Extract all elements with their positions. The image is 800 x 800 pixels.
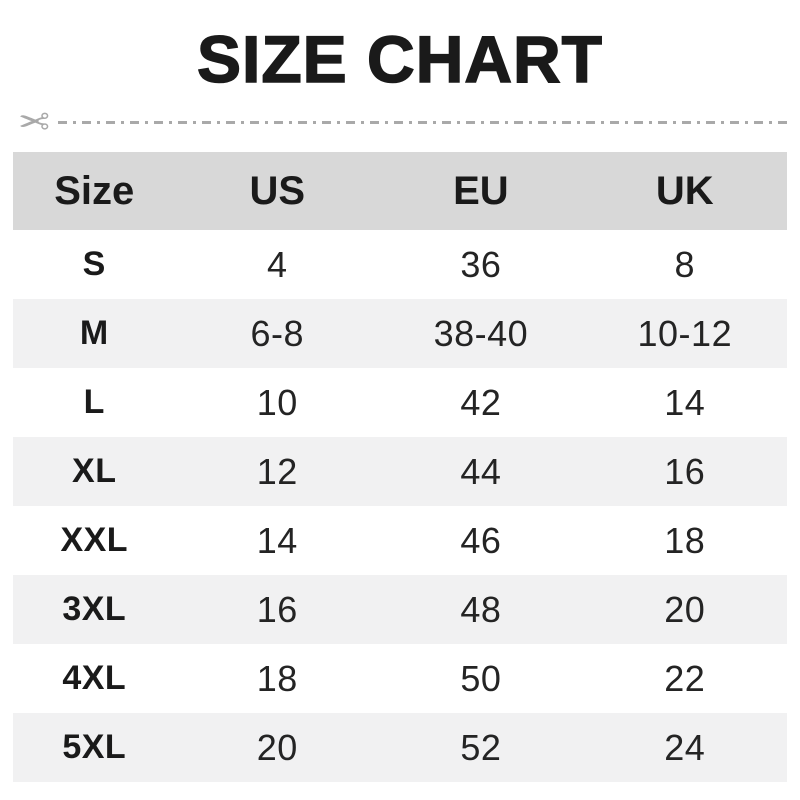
size-cell: XXL [60, 521, 129, 559]
eu-cell: 50 [460, 657, 502, 699]
col-header-size: Size [13, 152, 176, 230]
table-row: XXL 14 46 18 [13, 506, 787, 575]
uk-cell: 8 [674, 243, 696, 285]
uk-cell: 10-12 [582, 299, 787, 368]
table-header: Size US EU UK [13, 152, 787, 230]
eu-cell: 44 [379, 437, 583, 506]
eu-cell: 52 [379, 713, 583, 782]
table-row: L 10 42 14 [13, 368, 787, 437]
size-cell: S [82, 245, 106, 283]
size-cell: 4XL [62, 659, 127, 697]
us-cell: 16 [175, 575, 380, 644]
size-chart-table: Size US EU UK S 4 36 8 M 6-8 38-40 10-12… [13, 152, 787, 782]
eu-cell: 46 [460, 519, 502, 561]
size-cell: M [13, 299, 176, 368]
us-cell: 4 [267, 243, 288, 285]
uk-cell: 18 [664, 519, 706, 561]
eu-cell: 38-40 [379, 299, 583, 368]
header-row: Size US EU UK [13, 152, 787, 230]
size-cell: XL [13, 437, 176, 506]
col-header-eu: EU [379, 152, 583, 230]
size-cell: 5XL [13, 713, 176, 782]
us-cell: 6-8 [175, 299, 380, 368]
table-row: 4XL 18 50 22 [13, 644, 787, 713]
uk-cell: 24 [582, 713, 787, 782]
us-cell: 14 [256, 519, 298, 561]
us-cell: 10 [256, 381, 298, 423]
size-cell: L [83, 383, 105, 421]
dash-dot-line [57, 120, 790, 124]
table-row: XL 12 44 16 [13, 437, 787, 506]
us-cell: 12 [175, 437, 380, 506]
table-row: S 4 36 8 [13, 230, 787, 299]
uk-cell: 14 [664, 381, 706, 423]
table-row: 5XL 20 52 24 [13, 713, 787, 782]
table-body: S 4 36 8 M 6-8 38-40 10-12 L 10 42 14 XL… [13, 230, 787, 782]
us-cell: 20 [175, 713, 380, 782]
col-header-uk: UK [582, 152, 787, 230]
uk-cell: 16 [582, 437, 787, 506]
uk-cell: 20 [582, 575, 787, 644]
us-cell: 18 [256, 657, 298, 699]
eu-cell: 36 [460, 243, 502, 285]
cut-line: ✂ [18, 100, 790, 144]
col-header-us: US [175, 152, 380, 230]
uk-cell: 22 [664, 657, 706, 699]
table-row: 3XL 16 48 20 [13, 575, 787, 644]
size-cell: 3XL [13, 575, 176, 644]
table-row: M 6-8 38-40 10-12 [13, 299, 787, 368]
eu-cell: 42 [460, 381, 502, 423]
page-title: SIZE CHART [196, 22, 603, 96]
scissors-icon: ✂ [18, 100, 50, 144]
eu-cell: 48 [379, 575, 583, 644]
size-chart-page: SIZE CHART ✂ Size US EU UK S 4 36 8 [0, 22, 800, 800]
